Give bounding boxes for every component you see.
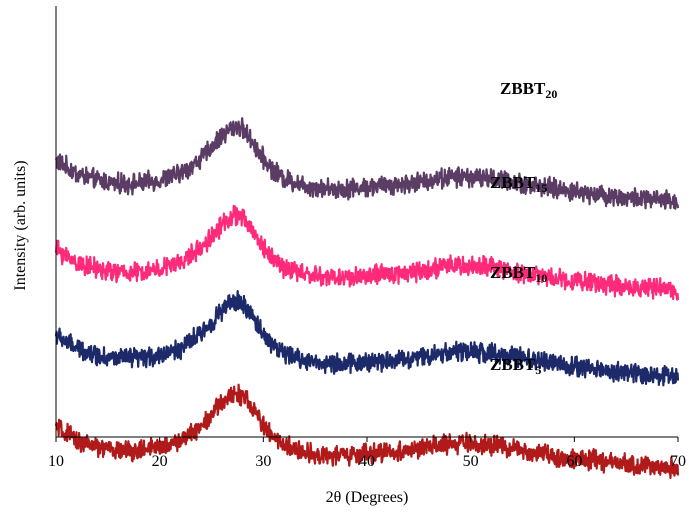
x-tick-label-30: 30 <box>255 453 271 470</box>
series-label-zbbt5: ZBBT5 <box>490 355 541 377</box>
series-label-zbbt10: ZBBT10 <box>490 263 547 285</box>
series-label-main: ZBBT <box>490 355 536 374</box>
y-axis-title: Intensity (arb. units) <box>12 160 29 290</box>
series-label-main: ZBBT <box>500 79 546 98</box>
series-label-subscript: 20 <box>545 87 557 101</box>
series-label-subscript: 10 <box>535 271 547 285</box>
series-label-main: ZBBT <box>490 173 536 192</box>
series-line-zbbt10 <box>54 290 680 387</box>
x-tick-label-20: 20 <box>152 453 168 470</box>
series-line-zbbt20 <box>54 117 680 210</box>
x-tick-label-60: 60 <box>566 453 582 470</box>
x-tick-label-10: 10 <box>48 453 64 470</box>
x-tick-label-40: 40 <box>359 453 375 470</box>
plot-area <box>54 117 680 480</box>
series-label-main: ZBBT <box>490 263 536 282</box>
x-tick-label-70: 70 <box>670 453 686 470</box>
series-label-subscript: 15 <box>535 181 547 195</box>
x-axis-ticks: 10 20 30 40 50 60 70 <box>48 437 686 470</box>
series-label-zbbt15: ZBBT15 <box>490 173 547 195</box>
x-tick-label-50: 50 <box>463 453 479 470</box>
series-label-subscript: 5 <box>535 363 541 377</box>
series-label-zbbt20: ZBBT20 <box>500 79 557 101</box>
series-line-zbbt15 <box>54 204 680 301</box>
series-line-zbbt5 <box>54 383 680 480</box>
x-axis-title: 2θ (Degrees) <box>326 489 409 506</box>
